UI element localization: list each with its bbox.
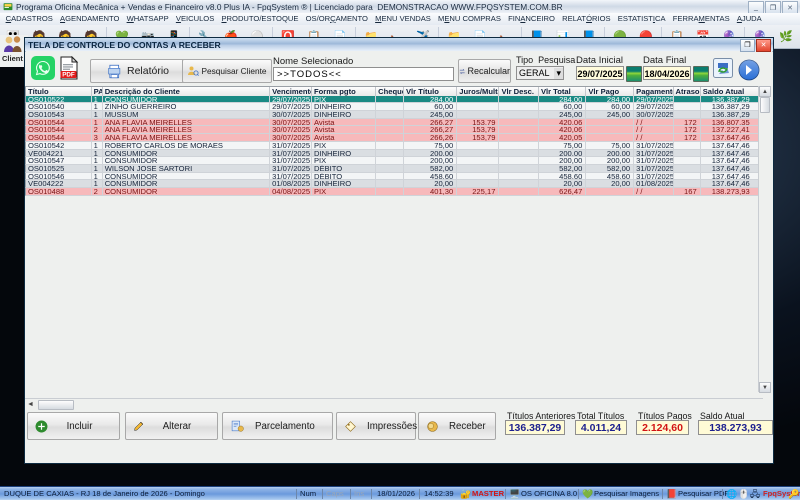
svg-text:PDF: PDF — [62, 71, 75, 78]
